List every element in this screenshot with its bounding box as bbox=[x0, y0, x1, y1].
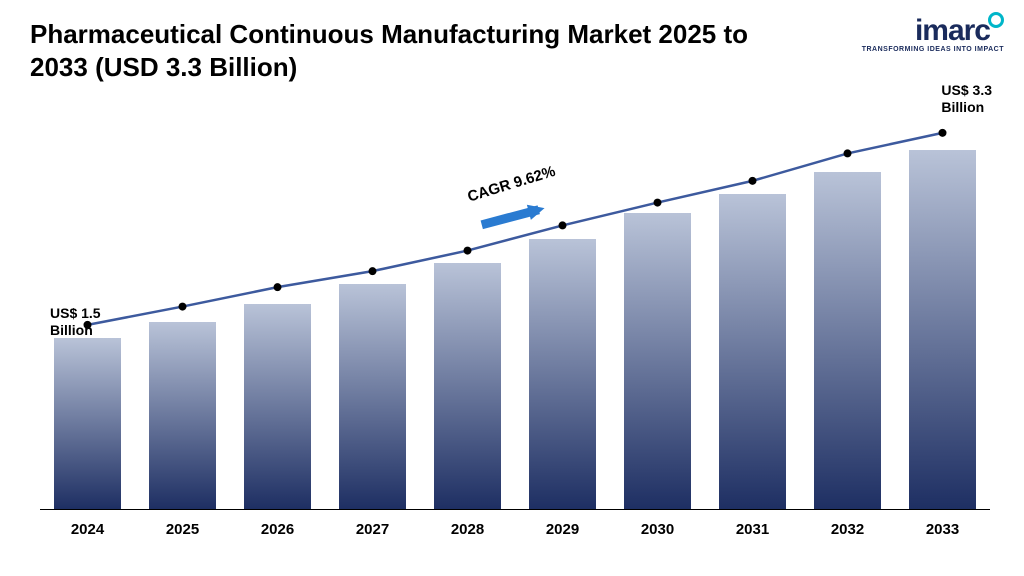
chart-title: Pharmaceutical Continuous Manufacturing … bbox=[30, 18, 748, 83]
title-line-1: Pharmaceutical Continuous Manufacturing … bbox=[30, 19, 748, 49]
x-label: 2031 bbox=[705, 521, 800, 538]
x-axis bbox=[40, 509, 990, 510]
x-label: 2032 bbox=[800, 521, 895, 538]
trend-arrow-icon bbox=[482, 205, 545, 225]
chart-area: 2024202520262027202820292030203120322033… bbox=[40, 110, 990, 510]
logo-text: imarc bbox=[862, 16, 1004, 46]
start-value-annotation: US$ 1.5 Billion bbox=[50, 305, 101, 339]
x-axis-labels: 2024202520262027202820292030203120322033 bbox=[40, 521, 990, 538]
x-label: 2025 bbox=[135, 521, 230, 538]
trend-line bbox=[40, 110, 990, 510]
brand-logo: imarc TRANSFORMING IDEAS INTO IMPACT bbox=[862, 16, 1004, 53]
x-label: 2027 bbox=[325, 521, 420, 538]
x-label: 2028 bbox=[420, 521, 515, 538]
end-value-annotation: US$ 3.3 Billion bbox=[941, 82, 992, 116]
x-label: 2026 bbox=[230, 521, 325, 538]
x-label: 2030 bbox=[610, 521, 705, 538]
plot-region bbox=[40, 110, 990, 510]
x-label: 2033 bbox=[895, 521, 990, 538]
logo-tagline: TRANSFORMING IDEAS INTO IMPACT bbox=[862, 46, 1004, 53]
logo-dot-icon bbox=[988, 12, 1004, 28]
x-label: 2024 bbox=[40, 521, 135, 538]
title-line-2: 2033 (USD 3.3 Billion) bbox=[30, 52, 297, 82]
x-label: 2029 bbox=[515, 521, 610, 538]
